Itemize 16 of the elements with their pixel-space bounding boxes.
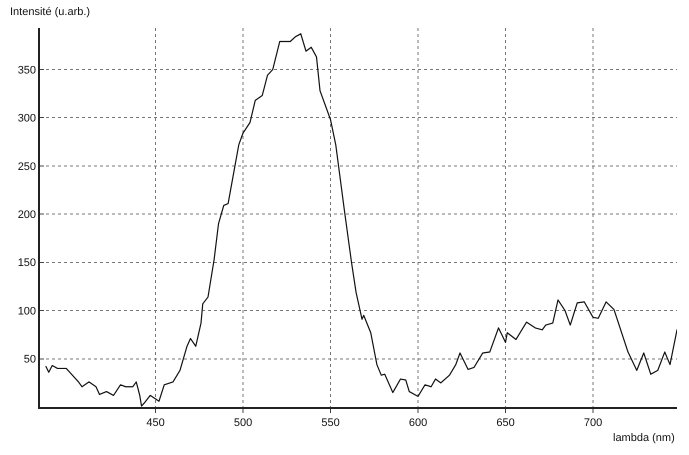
x-tick-label: 500: [234, 416, 252, 429]
y-tick-label: 100: [18, 305, 36, 318]
x-tick-label: 600: [408, 416, 428, 429]
y-tick-label: 300: [18, 112, 36, 125]
x-tick-label: 650: [496, 416, 515, 429]
y-tick-label: 250: [18, 160, 36, 173]
x-tick-label: 700: [584, 416, 602, 429]
y-axis-title: Intensité (u.arb.): [10, 6, 90, 18]
y-tick-label: 50: [24, 354, 36, 366]
y-tick-label: 350: [18, 64, 36, 76]
line-series: [45, 33, 677, 407]
x-tick-label: 550: [321, 416, 340, 429]
y-tick-label: 150: [18, 257, 36, 270]
x-axis-title: lambda (nm): [613, 432, 675, 444]
y-tick-label: 200: [18, 208, 36, 221]
x-tick-label: 450: [146, 416, 165, 429]
